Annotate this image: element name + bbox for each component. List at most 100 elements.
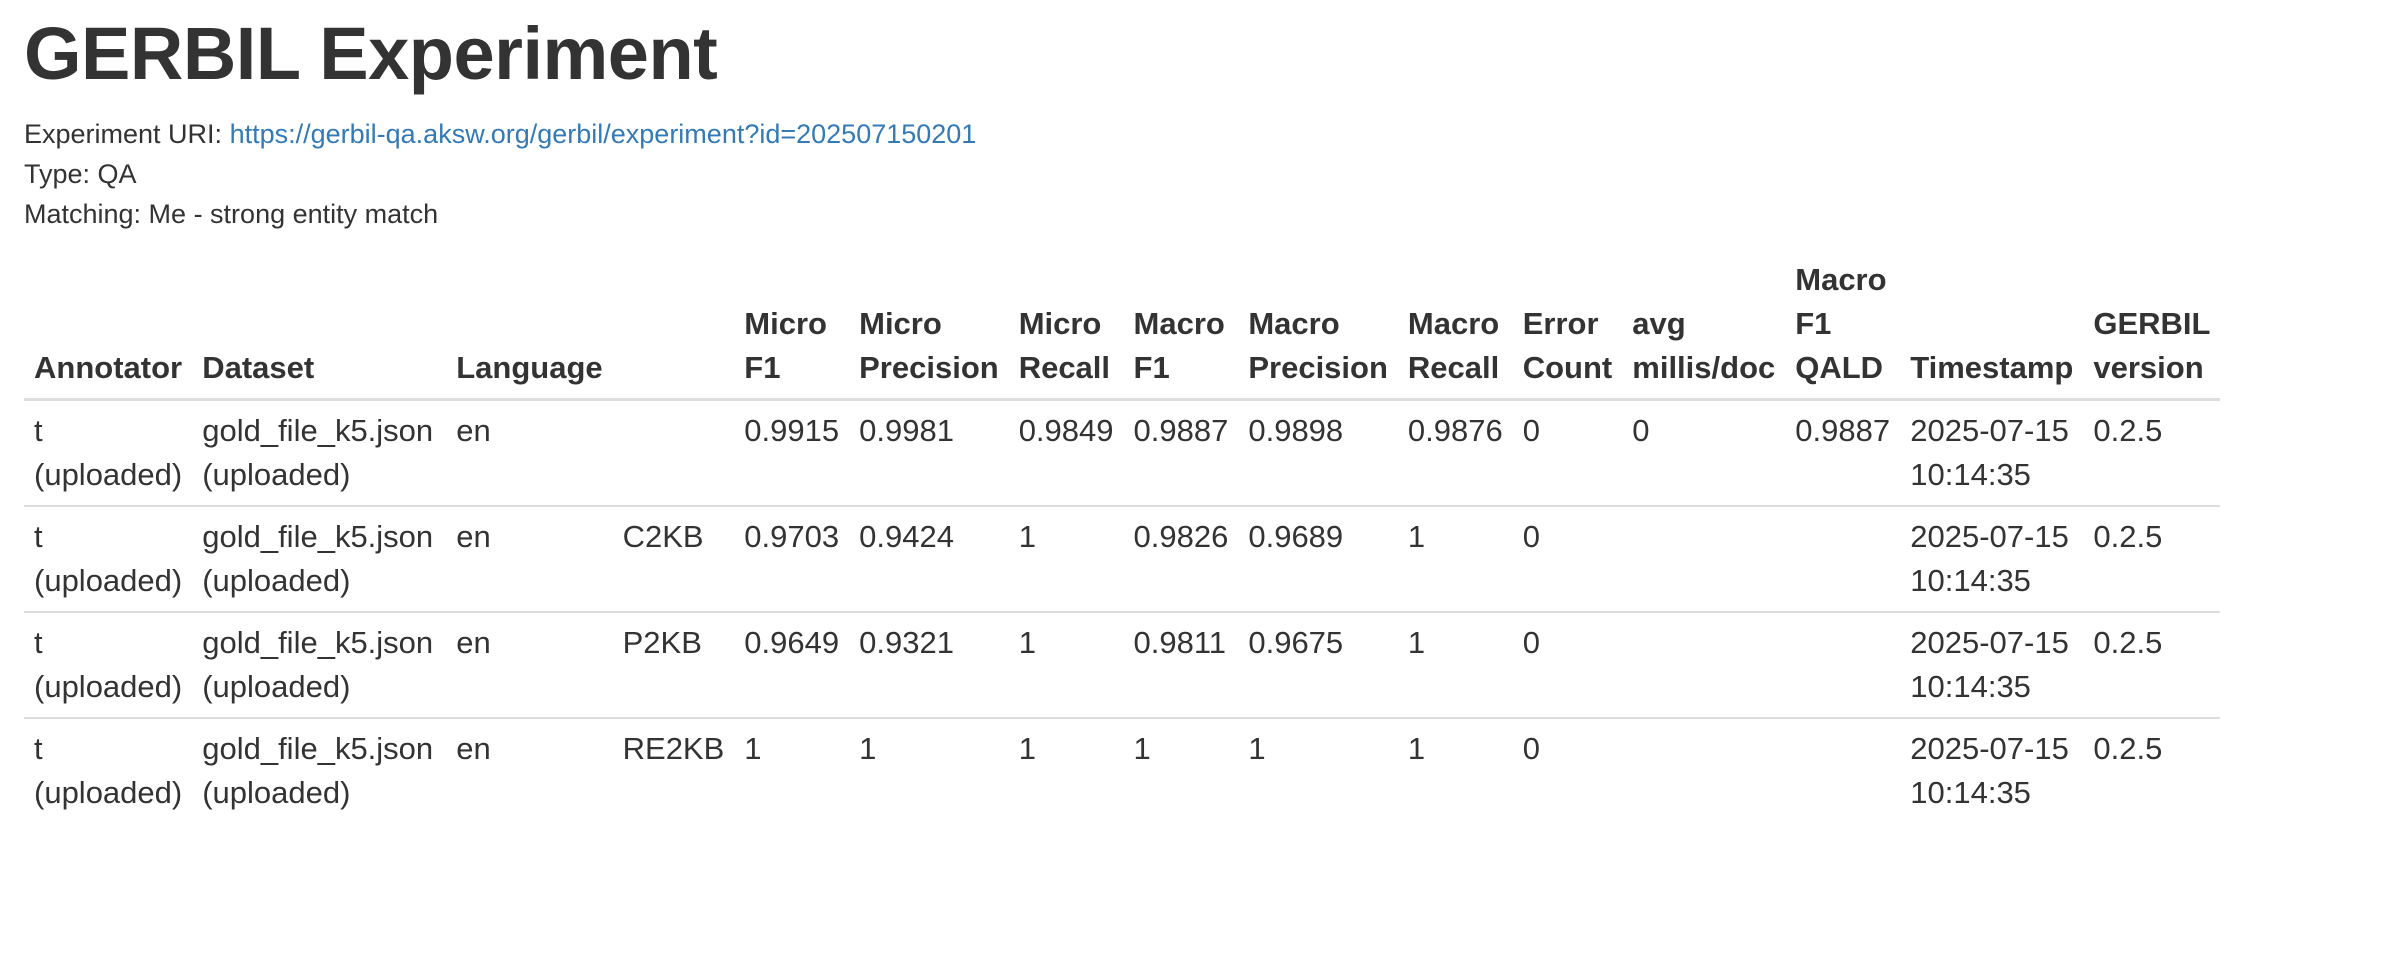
cell-text: (uploaded) [202, 457, 351, 492]
experiment-uri-link[interactable]: https://gerbil-qa.aksw.org/gerbil/experi… [229, 119, 977, 149]
cell-text: 0 [1522, 731, 1540, 766]
cell-macro-f1: 0.9887 [1124, 400, 1239, 507]
cell-text: 0.9424 [859, 519, 954, 554]
cell-text: (uploaded) [34, 457, 183, 492]
cell-text: 2025-07-15 [1910, 625, 2069, 660]
header-text: Macro [1795, 262, 1887, 297]
cell-dataset: gold_file_k5.json (uploaded) [192, 400, 446, 507]
header-text: Micro [859, 306, 942, 341]
cell-text: 0.9811 [1133, 625, 1227, 660]
cell-text: 10:14:35 [1910, 563, 2031, 598]
cell-text: 1 [1018, 731, 1036, 766]
cell-text: 0.9649 [744, 625, 840, 660]
header-text: Precision [1248, 350, 1388, 385]
cell-text: t [34, 731, 43, 766]
cell-macro-recall: 0.9876 [1398, 400, 1513, 507]
cell-text: (uploaded) [34, 563, 183, 598]
cell-text: 0.9981 [859, 413, 954, 448]
cell-avg-millis-per-doc: 0 [1622, 400, 1785, 507]
cell-text: P2KB [622, 625, 702, 660]
header-macro-precision: Macro Precision [1238, 250, 1398, 401]
header-error-count: Error Count [1512, 250, 1623, 401]
header-text: F1 [1795, 306, 1832, 341]
header-text: Micro [1018, 306, 1102, 341]
cell-text: 0 [1522, 625, 1540, 660]
cell-text: 0.2.5 [2093, 731, 2163, 766]
header-text: Dataset [202, 350, 315, 385]
cell-text: 0.9675 [1248, 625, 1344, 660]
experiment-meta: Experiment URI: https://gerbil-qa.aksw.o… [24, 114, 2358, 234]
cell-text: 10:14:35 [1910, 775, 2031, 810]
cell-text: (uploaded) [202, 669, 351, 704]
header-macro-f1-qald: Macro F1 QALD [1785, 250, 1901, 401]
cell-text: 1 [1407, 731, 1426, 766]
cell-macro-f1: 0.9811 [1123, 611, 1239, 718]
cell-text: 0.9703 [744, 519, 840, 554]
cell-annotator: t (uploaded) [24, 611, 193, 718]
header-text: Language [456, 350, 603, 385]
header-experiment-type [612, 250, 735, 401]
header-macro-f1: Macro F1 [1123, 250, 1239, 401]
header-macro-recall: Macro Recall [1397, 250, 1513, 401]
cell-micro-recall: 0.9849 [1009, 400, 1124, 507]
cell-text: gold_file_k5.json [202, 731, 434, 766]
header-text: Error [1522, 306, 1599, 341]
cell-language: en [446, 611, 613, 718]
cell-text: 0.2.5 [2093, 625, 2163, 660]
cell-text: 0.9887 [1795, 413, 1891, 448]
cell-text: 0 [1632, 413, 1650, 448]
cell-text: 0.9898 [1248, 413, 1344, 448]
header-text: GERBIL [2093, 306, 2211, 341]
header-text: F1 [744, 350, 781, 385]
cell-experiment-type: P2KB [612, 611, 735, 718]
table-row: t (uploaded) gold_file_k5.json (uploaded) en… [24, 611, 2221, 718]
cell-macro-recall: 1 [1397, 717, 1513, 823]
cell-text: 1 [1018, 625, 1036, 660]
cell-macro-f1: 0.9826 [1123, 505, 1239, 612]
cell-gerbil-version: 0.2.5 [2083, 611, 2221, 718]
cell-timestamp: 2025-07-15 10:14:35 [1900, 400, 2083, 507]
header-gerbil-version: GERBIL version [2083, 250, 2221, 401]
cell-dataset: gold_file_k5.json (uploaded) [192, 611, 447, 718]
cell-micro-f1: 1 [734, 717, 850, 823]
cell-text: 10:14:35 [1910, 669, 2031, 704]
cell-timestamp: 2025-07-15 10:14:35 [1900, 717, 2084, 823]
cell-avg-millis-per-doc [1622, 611, 1786, 718]
header-text: Recall [1407, 350, 1500, 385]
cell-gerbil-version: 0.2.5 [2083, 400, 2220, 507]
cell-text: 0.9689 [1248, 519, 1344, 554]
cell-text: 0.9876 [1407, 413, 1503, 448]
cell-error-count: 0 [1512, 505, 1623, 612]
cell-macro-precision: 0.9689 [1238, 505, 1398, 612]
header-annotator: Annotator [24, 250, 193, 401]
cell-text: (uploaded) [34, 775, 183, 810]
cell-micro-precision: 1 [849, 717, 1009, 823]
cell-text: C2KB [622, 519, 704, 554]
cell-gerbil-version: 0.2.5 [2083, 505, 2221, 612]
cell-dataset: gold_file_k5.json (uploaded) [192, 505, 447, 612]
table-row: t (uploaded) gold_file_k5.json (uploaded) en… [24, 717, 2221, 823]
cell-error-count: 0 [1513, 400, 1623, 507]
cell-language: en [446, 505, 613, 612]
cell-text: 1 [744, 731, 762, 766]
experiment-uri-label: Experiment URI: [24, 119, 223, 149]
header-text: Annotator [34, 350, 183, 385]
cell-text: (uploaded) [202, 563, 351, 598]
cell-text: en [456, 519, 491, 554]
cell-text: 1 [1248, 731, 1266, 766]
cell-annotator: t (uploaded) [24, 505, 193, 612]
header-text: Recall [1018, 350, 1111, 385]
cell-text: gold_file_k5.json [202, 413, 434, 448]
cell-text: (uploaded) [202, 775, 351, 810]
cell-text: t [34, 625, 43, 660]
header-row: Annotator Dataset Language Micro F1 Micro Prec… [24, 250, 2221, 401]
cell-text: 0.9915 [744, 413, 840, 448]
cell-macro-precision: 0.9675 [1238, 611, 1398, 718]
header-micro-precision: Micro Precision [849, 250, 1009, 401]
cell-avg-millis-per-doc [1622, 717, 1786, 823]
cell-text: 0.9321 [859, 625, 954, 660]
cell-macro-recall: 1 [1397, 611, 1513, 718]
experiment-matching: Matching: Me - strong entity match [24, 199, 439, 229]
cell-macro-f1-qald: 0.9887 [1785, 400, 1900, 507]
header-text: Count [1522, 350, 1613, 385]
